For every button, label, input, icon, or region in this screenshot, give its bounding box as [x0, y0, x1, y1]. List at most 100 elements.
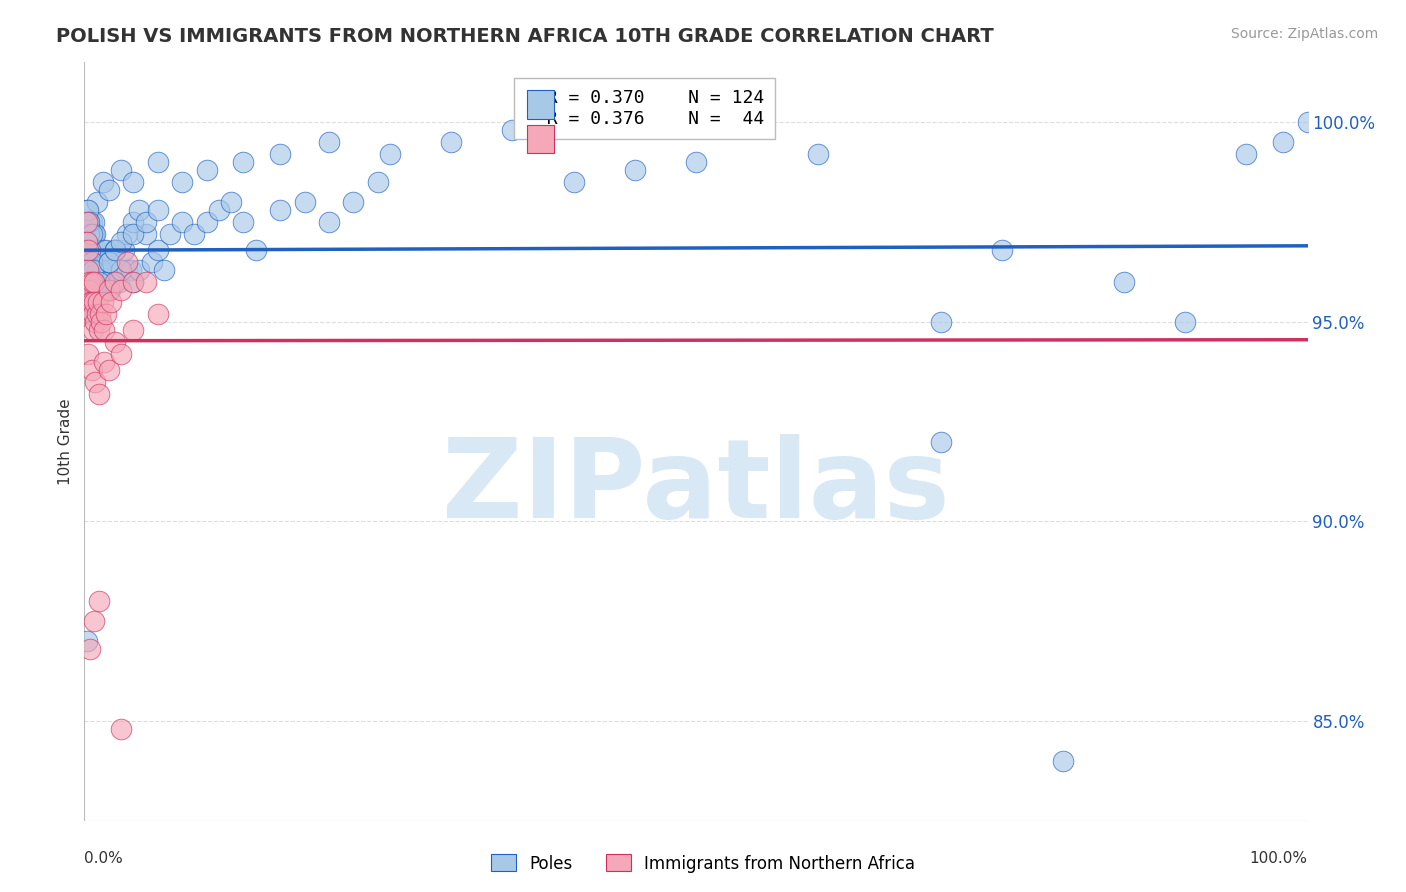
Point: [87, 294, 110, 309]
Point: [807, 147, 830, 161]
Point: [84, 227, 107, 241]
Point: [79, 275, 101, 289]
Point: [104, 243, 127, 257]
Point: [135, 215, 157, 229]
Point: [82, 307, 104, 321]
Point: [110, 235, 132, 249]
Point: [380, 147, 402, 161]
Text: R = 0.370    N = 124
  R = 0.376    N =  44: R = 0.370 N = 124 R = 0.376 N = 44: [524, 89, 763, 128]
Point: [79, 255, 101, 269]
Point: [77, 263, 100, 277]
Point: [146, 155, 169, 169]
Text: ZIPatlas: ZIPatlas: [441, 434, 950, 541]
Point: [89, 275, 111, 289]
Point: [80, 255, 103, 269]
Point: [110, 263, 132, 277]
Point: [98, 283, 121, 297]
Point: [79, 263, 101, 277]
Point: [195, 215, 218, 229]
Point: [87, 386, 110, 401]
Point: [183, 227, 205, 241]
Point: [83, 614, 105, 628]
Point: [77, 283, 100, 297]
Point: [110, 722, 132, 736]
Point: [80, 283, 103, 297]
Point: [80, 215, 103, 229]
Point: [141, 255, 163, 269]
Point: [115, 227, 138, 241]
Point: [342, 195, 364, 210]
Point: [79, 307, 101, 321]
Point: [146, 203, 169, 218]
Point: [77, 235, 100, 249]
Point: [318, 215, 340, 229]
Point: [87, 275, 110, 289]
Point: [107, 275, 129, 289]
Point: [159, 227, 181, 241]
Point: [77, 203, 100, 218]
Point: [77, 215, 100, 229]
Point: [110, 283, 132, 297]
Point: [929, 434, 952, 449]
Point: [96, 307, 118, 321]
Point: [87, 263, 110, 277]
Point: [79, 243, 101, 257]
Point: [122, 175, 145, 189]
Point: [1114, 275, 1136, 289]
Point: [77, 347, 100, 361]
Point: [83, 307, 105, 321]
Text: 100.0%: 100.0%: [1250, 851, 1308, 866]
Point: [146, 243, 169, 257]
Point: [122, 227, 145, 241]
Point: [87, 275, 110, 289]
Point: [128, 203, 150, 218]
Point: [86, 294, 108, 309]
Point: [80, 227, 103, 241]
Point: [97, 255, 120, 269]
Legend: Poles, Immigrants from Northern Africa: Poles, Immigrants from Northern Africa: [484, 847, 922, 880]
Point: [232, 215, 254, 229]
Point: [77, 227, 100, 241]
Point: [83, 294, 105, 309]
Point: [84, 315, 107, 329]
Point: [94, 275, 117, 289]
Point: [122, 275, 145, 289]
Point: [80, 227, 103, 241]
Point: [76, 215, 98, 229]
Point: [219, 195, 242, 210]
Point: [97, 255, 120, 269]
Point: [1272, 135, 1295, 149]
Point: [97, 275, 120, 289]
Point: [83, 275, 105, 289]
Point: [110, 263, 132, 277]
Point: [562, 175, 585, 189]
Point: [440, 135, 463, 149]
Point: [83, 227, 105, 241]
Point: [115, 255, 138, 269]
Point: [100, 263, 122, 277]
Point: [82, 283, 104, 297]
Point: [93, 255, 115, 269]
Point: [87, 283, 110, 297]
Text: POLISH VS IMMIGRANTS FROM NORTHERN AFRICA 10TH GRADE CORRELATION CHART: POLISH VS IMMIGRANTS FROM NORTHERN AFRIC…: [56, 27, 994, 45]
Point: [77, 215, 100, 229]
Point: [91, 243, 114, 257]
Point: [76, 203, 98, 218]
Point: [77, 275, 100, 289]
Point: [86, 195, 108, 210]
Point: [82, 294, 104, 309]
Point: [135, 275, 157, 289]
Point: [105, 263, 128, 277]
Point: [76, 634, 98, 648]
Point: [86, 263, 108, 277]
Point: [232, 155, 254, 169]
Point: [128, 263, 150, 277]
Point: [294, 195, 316, 210]
Point: [83, 294, 105, 309]
Point: [172, 175, 194, 189]
Point: [1174, 315, 1197, 329]
Point: [1052, 754, 1074, 768]
Point: [84, 375, 107, 389]
Point: [86, 307, 108, 321]
Point: [991, 243, 1014, 257]
